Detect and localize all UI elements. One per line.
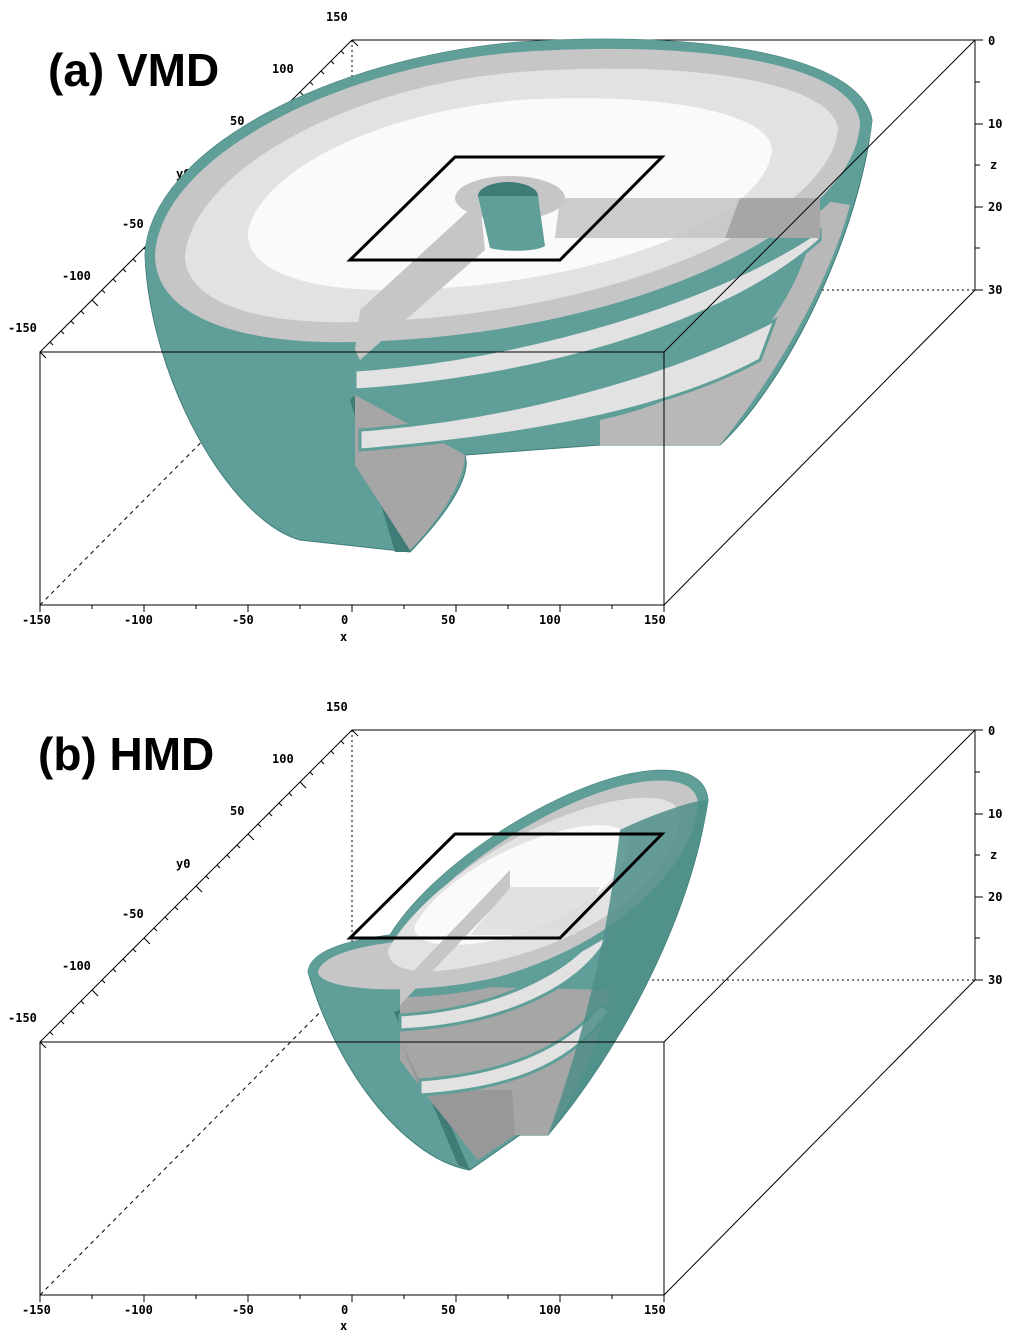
panel-b-x-tick-minus100: -100: [124, 1303, 153, 1317]
panel-a-cut-strip-right-dark: [725, 198, 820, 238]
panel-b-x-axis: [39, 1295, 665, 1302]
panel-a-y-tick-50: 50: [230, 114, 244, 128]
panel-a-z-axis: [975, 39, 983, 291]
panel-b-y-tick-100: 100: [272, 752, 294, 766]
panel-a-title: (a) VMD: [48, 44, 219, 96]
panel-a-z-label: z: [990, 158, 997, 172]
panel-a-x-tick-150: 150: [644, 613, 666, 627]
panel-b-loop-outline: [346, 832, 666, 940]
panel-a-y-tick-100: 100: [272, 62, 294, 76]
panel-b-z-tick-20: 20: [988, 890, 1002, 904]
panel-b-y-tick-minus150: -150: [8, 1011, 37, 1025]
panel-b-y-tick-minus100: -100: [62, 959, 91, 973]
panel-b-z-label: z: [990, 848, 997, 862]
panel-a-y-tick-minus100: -100: [62, 269, 91, 283]
panel-b-title: (b) HMD: [38, 728, 214, 780]
panel-b-x-tick-minus150: -150: [22, 1303, 51, 1317]
panel-b-inner-cut-dark: [400, 1040, 515, 1160]
panel-a-y-tick-minus150: -150: [8, 321, 37, 335]
panel-a-x-tick-minus50: -50: [232, 613, 254, 627]
panel-b: 0 10 z 20 30: [8, 700, 1002, 1333]
panel-a-x-tick-0: 0: [341, 613, 348, 627]
panel-b-cut-strip-face: [470, 887, 600, 935]
panel-b-z-tick-10: 10: [988, 807, 1002, 821]
panel-b-z-tick-30: 30: [988, 973, 1002, 987]
panel-a-center-shaft: [478, 196, 545, 251]
panel-a-z-tick-20: 20: [988, 200, 1002, 214]
panel-a-x-label: x: [340, 630, 347, 644]
panel-a-vmd-body: [144, 38, 873, 553]
panel-a: 0 10 z 20 30: [8, 10, 1002, 644]
panel-b-x-tick-50: 50: [441, 1303, 455, 1317]
panel-b-y-axis: [39, 729, 359, 1049]
panel-a-inner-cut-right: [600, 200, 850, 445]
panel-a-y-tick-150: 150: [326, 10, 348, 24]
panel-a-z-tick-0: 0: [988, 34, 995, 48]
panel-a-slab-lower: [358, 316, 778, 452]
panel-b-x-tick-0: 0: [341, 1303, 348, 1317]
panel-a-z-tick-10: 10: [988, 117, 1002, 131]
panel-a-x-tick-50: 50: [441, 613, 455, 627]
panel-a-inner-cut-left: [355, 350, 465, 550]
panel-a-x-tick-minus150: -150: [22, 613, 51, 627]
panel-b-y-tick-150: 150: [326, 700, 348, 714]
panel-a-cut-strip-left: [355, 200, 485, 360]
panel-a-x-tick-100: 100: [539, 613, 561, 627]
panel-b-x-label: x: [340, 1319, 347, 1333]
panel-b-x-tick-150: 150: [644, 1303, 666, 1317]
panel-a-x-axis: [39, 605, 665, 612]
panel-b-y-tick-minus50: -50: [122, 907, 144, 921]
panel-a-z-tick-30: 30: [988, 283, 1002, 297]
panel-b-z-axis: [975, 729, 983, 981]
panel-b-z-tick-0: 0: [988, 724, 995, 738]
panel-a-x-tick-minus100: -100: [124, 613, 153, 627]
panel-b-y-tick-50: 50: [230, 804, 244, 818]
panel-b-y-label: y0: [176, 857, 190, 871]
panel-b-hmd-body: [307, 769, 709, 1171]
panel-a-loop-outline: [346, 155, 666, 262]
panel-a-y-tick-minus50: -50: [122, 217, 144, 231]
panel-b-right-face-hatch: [548, 800, 708, 1135]
panel-b-x-tick-100: 100: [539, 1303, 561, 1317]
panel-b-x-tick-minus50: -50: [232, 1303, 254, 1317]
